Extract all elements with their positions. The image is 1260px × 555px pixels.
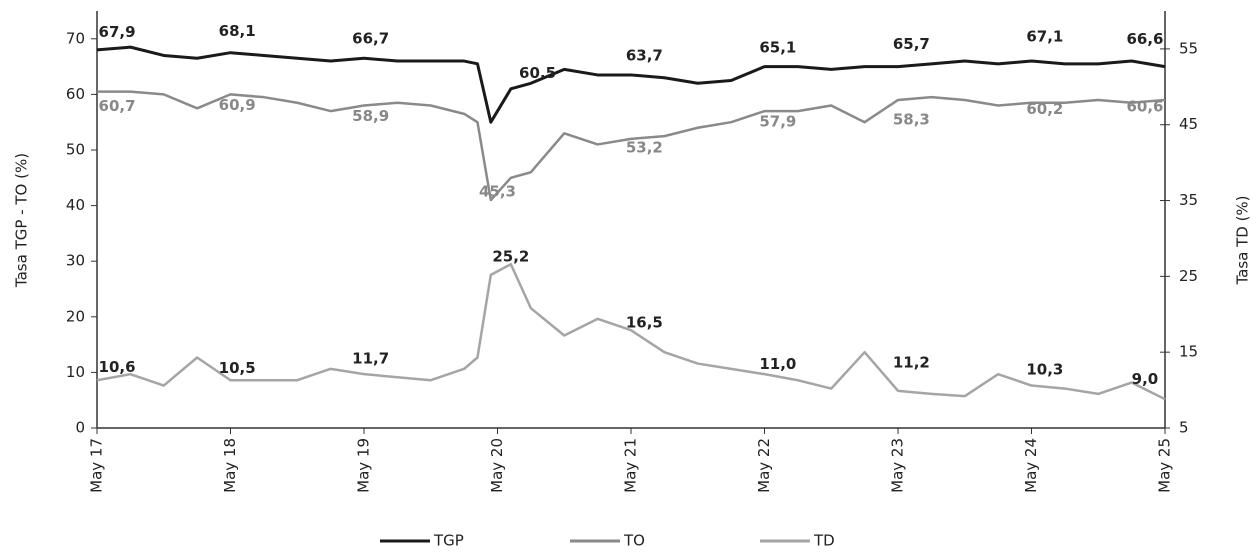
y-tick-label: 70	[66, 29, 85, 47]
x-tick-label: May 24	[1022, 438, 1040, 493]
data-label: 66,7	[352, 30, 389, 48]
y2-tick-label: 45	[1179, 115, 1198, 133]
data-label: 9,0	[1132, 370, 1159, 388]
y2-tick-label: 25	[1179, 267, 1198, 285]
y2-tick-label: 15	[1179, 343, 1198, 361]
data-label: 11,7	[352, 350, 389, 368]
data-label: 60,7	[99, 97, 136, 115]
data-label: 11,2	[893, 353, 930, 371]
y-tick-label: 20	[66, 307, 85, 325]
data-label: 45,3	[479, 183, 516, 201]
y-tick-label: 30	[66, 252, 85, 270]
data-label: 25,2	[492, 247, 529, 265]
legend-label: TGP	[433, 532, 464, 550]
data-label: 53,2	[626, 139, 663, 157]
data-label: 60,9	[219, 96, 256, 114]
x-tick-label: May 23	[889, 438, 907, 493]
legend-label: TD	[813, 532, 835, 550]
y2-axis-title: Tasa TD (%)	[1234, 195, 1252, 285]
y-tick-label: 10	[66, 363, 85, 381]
legend-label: TO	[623, 532, 645, 550]
y2-tick-label: 35	[1179, 191, 1198, 209]
data-label: 10,3	[1026, 360, 1063, 378]
y-axis-title: Tasa TGP - TO (%)	[13, 153, 31, 288]
data-label: 68,1	[219, 22, 256, 40]
data-label: 65,1	[759, 39, 796, 57]
data-label: 60,6	[1126, 98, 1163, 116]
data-label: 67,1	[1026, 27, 1063, 45]
series-line	[96, 45, 1166, 124]
data-label: 58,3	[893, 110, 930, 128]
x-tick-label: May 22	[755, 438, 773, 493]
y-tick-label: 50	[66, 141, 85, 159]
x-tick-label: May 25	[1156, 438, 1174, 493]
data-label: 65,7	[893, 35, 930, 53]
y-tick-label: 0	[75, 419, 85, 437]
data-label: 10,6	[99, 358, 136, 376]
data-label: 57,9	[759, 113, 796, 131]
y2-tick-label: 55	[1179, 39, 1198, 57]
x-tick-label: May 17	[88, 438, 106, 493]
data-label: 16,5	[626, 313, 663, 331]
data-label: 66,6	[1126, 30, 1163, 48]
x-tick-label: May 18	[221, 438, 239, 493]
y2-tick-label: 5	[1179, 419, 1189, 437]
data-label: 11,0	[759, 355, 796, 373]
y-tick-label: 60	[66, 85, 85, 103]
series-line	[96, 262, 1166, 401]
series-line	[97, 90, 1166, 202]
data-label: 10,5	[219, 359, 256, 377]
x-tick-label: May 21	[622, 438, 640, 493]
data-label: 60,2	[1026, 100, 1063, 118]
data-label: 63,7	[626, 46, 663, 64]
x-tick-label: May 19	[355, 438, 373, 493]
data-label: 67,9	[99, 23, 136, 41]
y-tick-label: 40	[66, 196, 85, 214]
data-label: 60,5	[519, 64, 556, 82]
data-label: 58,9	[352, 107, 389, 125]
x-tick-label: May 20	[488, 438, 506, 493]
